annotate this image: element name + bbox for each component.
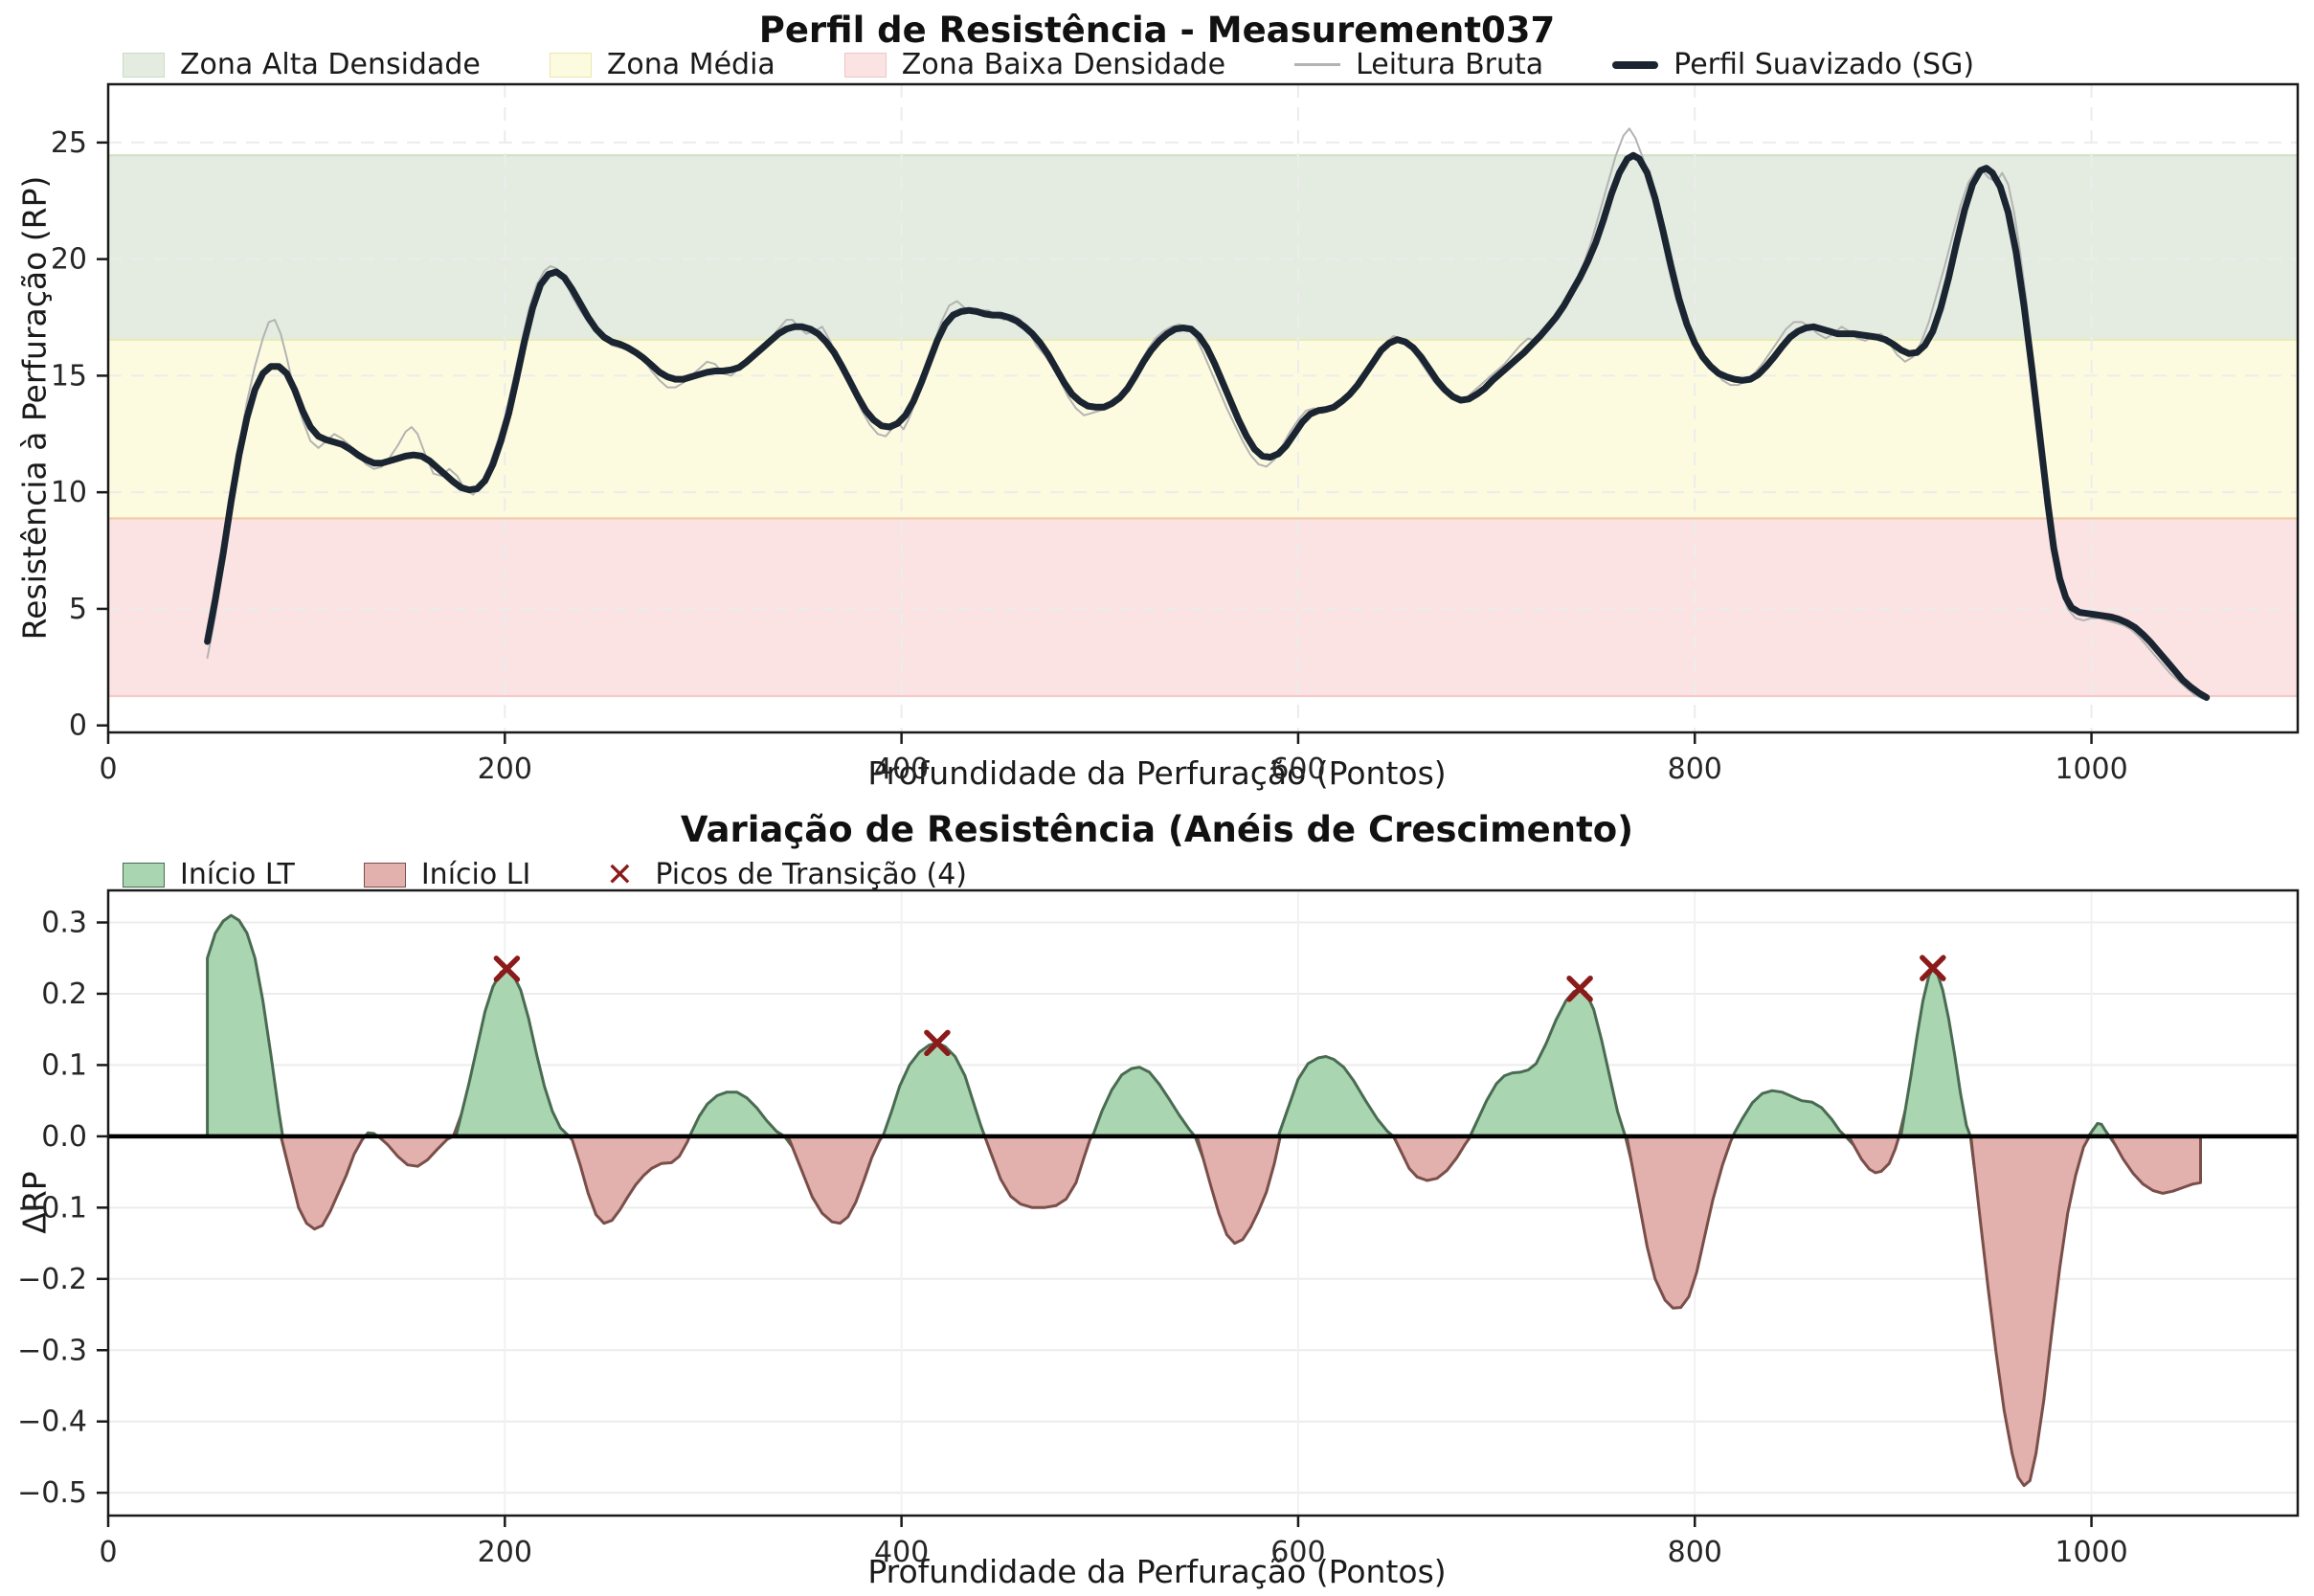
top-x-axis-label: Profundidade da Perfuração (Pontos)	[867, 754, 1447, 792]
svg-text:800: 800	[1668, 753, 1722, 786]
svg-text:5: 5	[69, 593, 87, 626]
svg-text:−0.4: −0.4	[17, 1405, 87, 1439]
top-plot-area: 0 200 400 600 800 1000 0 5 10 15 20 25	[51, 82, 2300, 786]
legend-item-picos: ✕ Picos de Transição (4)	[599, 858, 967, 891]
top-legend: Zona Alta Densidade Zona Média Zona Baix…	[123, 48, 1974, 81]
bottom-x-axis-label: Profundidade da Perfuração (Pontos)	[867, 1553, 1447, 1590]
svg-text:200: 200	[478, 1536, 532, 1569]
svg-text:600: 600	[1270, 753, 1325, 786]
svg-text:25: 25	[51, 126, 87, 160]
raw-line-swatch-icon	[1294, 63, 1341, 66]
smooth-line-swatch-icon	[1612, 60, 1659, 69]
area-negative-swatch-icon	[363, 862, 406, 888]
legend-label: Zona Alta Densidade	[180, 48, 481, 81]
legend-item-leitura-bruta: Leitura Bruta	[1294, 48, 1543, 81]
top-chart-title: Perfil de Resistência - Measurement037	[758, 10, 1556, 51]
svg-text:1000: 1000	[2055, 1536, 2127, 1569]
svg-text:800: 800	[1668, 1536, 1722, 1569]
svg-text:−0.2: −0.2	[17, 1263, 87, 1296]
svg-text:−0.1: −0.1	[17, 1191, 87, 1225]
svg-text:0.3: 0.3	[41, 907, 87, 940]
svg-text:1000: 1000	[2055, 753, 2127, 786]
svg-text:600: 600	[1270, 1536, 1325, 1569]
legend-item-zona-baixa: Zona Baixa Densidade	[843, 48, 1226, 81]
legend-label: Zona Baixa Densidade	[901, 48, 1226, 81]
bottom-plot-area: 0 200 400 600 800 1000 0.3 0.2 0.1 0.0 −0.1 −0.2 −0.…	[17, 888, 2300, 1569]
bottom-legend: Início LT Início LI ✕ Picos de Transição…	[123, 858, 967, 891]
svg-text:0: 0	[69, 709, 87, 743]
area-positive-swatch-icon	[123, 862, 165, 888]
svg-text:0.1: 0.1	[41, 1048, 87, 1082]
svg-text:400: 400	[874, 753, 929, 786]
legend-label: Picos de Transição (4)	[655, 858, 968, 891]
legend-label: Início LI	[420, 858, 531, 891]
svg-text:15: 15	[51, 359, 87, 393]
zone-high-swatch-icon	[123, 52, 165, 78]
svg-text:10: 10	[51, 476, 87, 509]
legend-item-zona-media: Zona Média	[549, 48, 775, 81]
legend-item-zona-alta: Zona Alta Densidade	[123, 48, 481, 81]
x-marker-icon: ✕	[606, 855, 634, 894]
bottom-chart-title: Variação de Resistência (Anéis de Cresci…	[680, 809, 1634, 850]
svg-text:−0.5: −0.5	[17, 1476, 87, 1510]
legend-label: Leitura Bruta	[1356, 48, 1544, 81]
legend-label: Perfil Suavizado (SG)	[1674, 48, 1975, 81]
svg-text:0: 0	[99, 753, 117, 786]
legend-label: Zona Média	[606, 48, 775, 81]
legend-item-perfil-suavizado: Perfil Suavizado (SG)	[1612, 48, 1974, 81]
svg-text:0.2: 0.2	[41, 978, 87, 1011]
legend-item-inicio-li: Início LI	[363, 858, 531, 891]
svg-text:−0.3: −0.3	[17, 1334, 87, 1367]
svg-text:0: 0	[99, 1536, 117, 1569]
svg-text:0.0: 0.0	[41, 1120, 87, 1154]
zone-mid-swatch-icon	[549, 52, 592, 78]
zone-low-swatch-icon	[843, 52, 887, 78]
svg-text:200: 200	[478, 753, 532, 786]
svg-text:20: 20	[51, 243, 87, 277]
legend-item-inicio-lt: Início LT	[123, 858, 295, 891]
svg-text:400: 400	[874, 1536, 929, 1569]
legend-label: Início LT	[180, 858, 295, 891]
